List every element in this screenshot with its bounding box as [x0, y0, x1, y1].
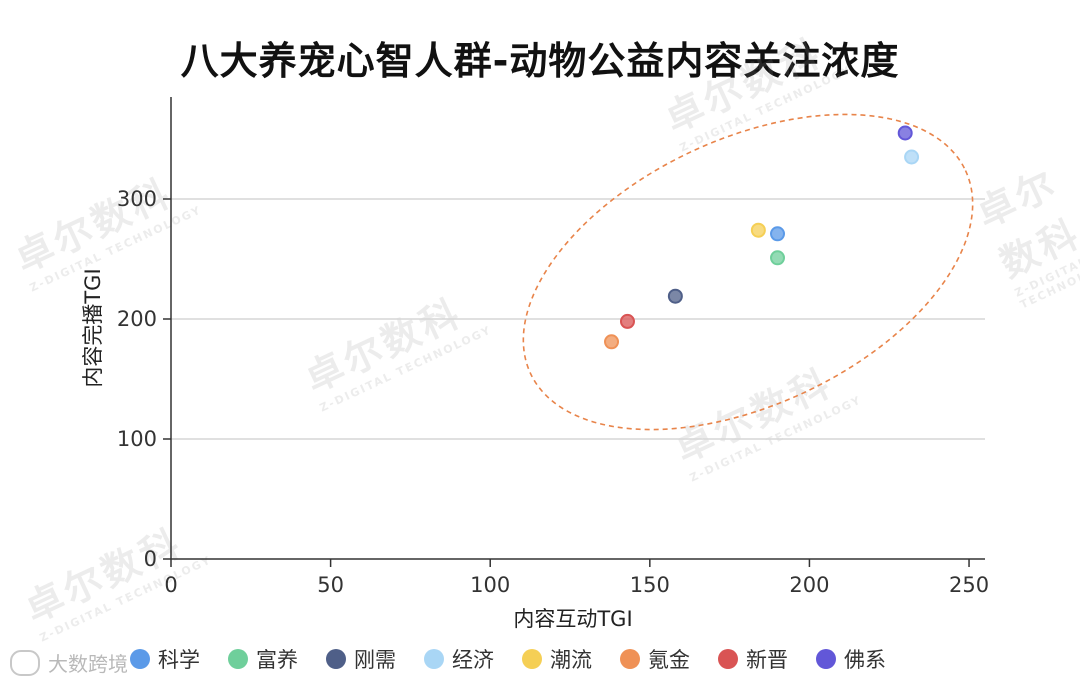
data-point [619, 313, 635, 329]
legend-label: 科学 [158, 648, 200, 672]
y-tick-label: 0 [144, 547, 157, 571]
x-tick-label: 150 [630, 573, 670, 597]
legend-item: 刚需 [326, 644, 396, 674]
legend-swatch [326, 649, 346, 669]
source-note: 大数跨境 [10, 648, 128, 677]
source-logo-icon [10, 649, 40, 676]
legend-label: 刚需 [354, 648, 396, 672]
data-point [667, 288, 683, 304]
source-note-text: 大数跨境 [48, 652, 128, 676]
chart-title: 八大养宠心智人群-动物公益内容关注浓度 [180, 39, 900, 83]
legend-item: 科学 [130, 644, 200, 674]
data-point [770, 250, 786, 266]
legend-label: 潮流 [550, 648, 592, 672]
legend-item: 经济 [424, 644, 494, 674]
legend-label: 富养 [256, 648, 298, 672]
data-point [604, 334, 620, 350]
legend-swatch [522, 649, 542, 669]
legend-swatch [424, 649, 444, 669]
legend-swatch [718, 649, 738, 669]
data-point [750, 222, 766, 238]
legend-label: 经济 [452, 648, 494, 672]
x-tick-label: 0 [164, 573, 177, 597]
legend-item: 佛系 [816, 644, 886, 674]
cluster-ellipse [522, 113, 974, 431]
y-tick-label: 300 [117, 187, 157, 211]
legend-label: 佛系 [844, 648, 886, 672]
data-point [904, 149, 920, 165]
legend-item: 潮流 [522, 644, 592, 674]
x-tick-label: 50 [317, 573, 344, 597]
legend-item: 氪金 [620, 644, 690, 674]
x-axis-title: 内容互动TGI [513, 607, 632, 631]
y-axis-title: 内容完播TGI [81, 268, 105, 387]
legend-label: 新晋 [746, 648, 788, 672]
legend-label: 氪金 [648, 648, 690, 672]
legend-item: 富养 [228, 644, 298, 674]
x-tick-label: 250 [949, 573, 989, 597]
x-tick-label: 200 [789, 573, 829, 597]
legend-swatch [130, 649, 150, 669]
x-tick-label: 100 [470, 573, 510, 597]
y-tick-label: 200 [117, 307, 157, 331]
legend-swatch [228, 649, 248, 669]
legend-item: 新晋 [718, 644, 788, 674]
data-point [897, 125, 913, 141]
legend: 科学 富养 刚需 经济 潮流 氪金 新晋 佛系 [130, 644, 886, 674]
data-point [770, 226, 786, 242]
legend-swatch [620, 649, 640, 669]
legend-swatch [816, 649, 836, 669]
y-tick-label: 100 [117, 427, 157, 451]
